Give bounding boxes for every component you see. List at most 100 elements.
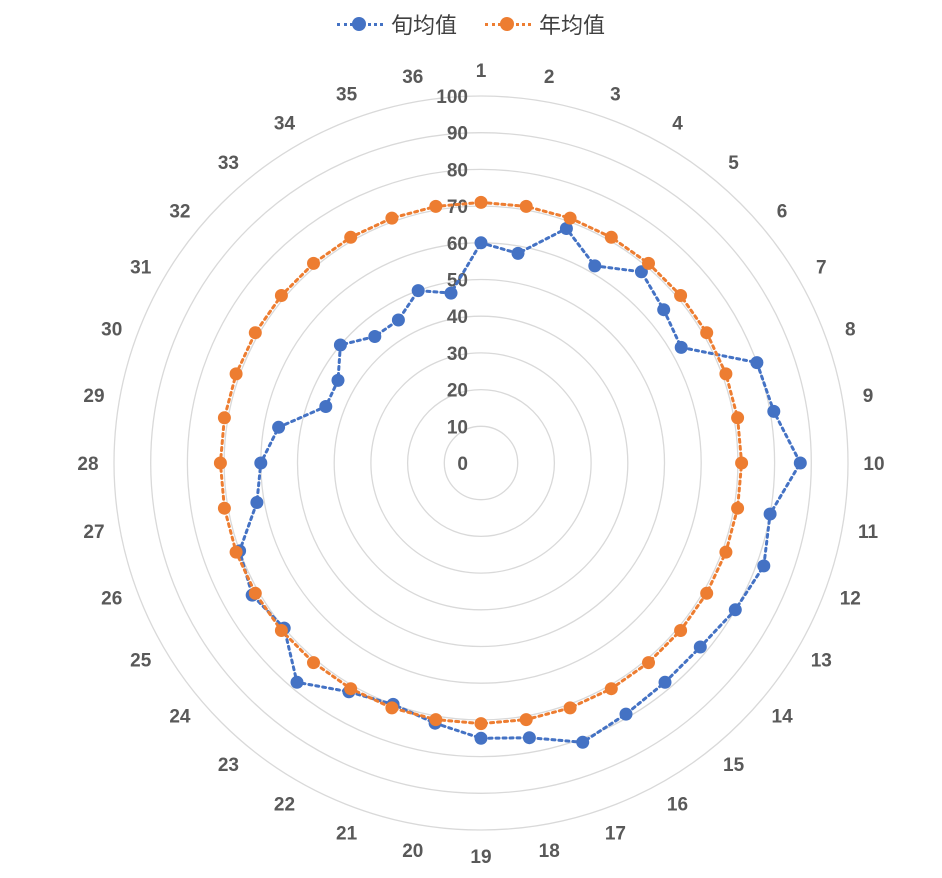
series-1-point-1 [474, 236, 488, 250]
series-line-1 [238, 226, 803, 744]
series-2-point-36 [429, 199, 443, 213]
radial-tick-label: 20 [447, 381, 468, 402]
radial-tick-label: 100 [436, 87, 468, 108]
category-label: 30 [101, 320, 122, 341]
series-2-point-27 [217, 501, 231, 515]
series-2-point-7 [700, 326, 714, 340]
category-label: 24 [169, 707, 191, 728]
series-1-point-7 [674, 340, 688, 354]
series-1-point-23 [290, 675, 304, 689]
series-line-2 [218, 200, 744, 726]
series-2-point-5 [642, 256, 655, 270]
series-1-point-29 [272, 420, 286, 434]
series-2-point-1 [474, 195, 488, 209]
series-1-point-16 [619, 707, 633, 721]
radial-tick-label: 70 [447, 197, 468, 218]
series-2-point-3 [563, 211, 577, 225]
series-1-point-34 [391, 313, 405, 327]
series-2-point-23 [307, 656, 320, 670]
category-label: 8 [845, 320, 856, 341]
category-label: 28 [77, 454, 98, 475]
series-1-point-2 [511, 246, 525, 260]
series-2-point-34 [344, 230, 358, 244]
series-1-point-19 [474, 731, 488, 745]
series-1-point-18 [522, 731, 536, 745]
legend-swatch-series-2 [485, 17, 531, 31]
category-label: 27 [83, 522, 104, 543]
series-2-point-6 [674, 289, 688, 302]
grid-ring-10 [113, 95, 849, 831]
series-1-point-3 [559, 222, 573, 235]
category-label: 5 [728, 153, 739, 174]
series-2-point-21 [385, 701, 399, 715]
category-label: 13 [811, 651, 832, 672]
series-2-point-18 [519, 713, 533, 727]
series-1-point-4 [588, 259, 602, 273]
grid-ring-9 [150, 132, 812, 794]
series-2-point-16 [604, 682, 618, 696]
grid-ring-8 [186, 168, 776, 758]
category-label: 19 [470, 847, 491, 868]
legend-dot-series-1 [351, 17, 366, 31]
series-1-point-10 [793, 456, 807, 470]
radial-tick-label: 10 [447, 417, 468, 438]
legend: 旬均值 年均值 [0, 8, 942, 40]
radial-tick-label: 80 [447, 160, 468, 181]
series-1-point-33 [368, 330, 382, 343]
category-label: 15 [723, 755, 745, 776]
category-label: 26 [101, 588, 122, 609]
series-2-point-24 [274, 624, 288, 637]
series-2-point-4 [604, 230, 618, 244]
category-label: 32 [169, 201, 190, 222]
radial-tick-label: 40 [447, 307, 468, 328]
series-2-point-13 [700, 586, 714, 600]
series-1-point-31 [331, 373, 345, 387]
grid-ring-4 [333, 315, 629, 611]
grid-ring-5 [296, 278, 666, 648]
series-1-point-27 [250, 496, 264, 509]
series-1-point-14 [693, 640, 707, 654]
category-label: 23 [218, 755, 239, 776]
grid-ring-3 [370, 352, 592, 574]
series-1-point-13 [728, 603, 742, 617]
category-label: 7 [816, 258, 827, 279]
category-label: 36 [402, 67, 423, 88]
series-1-point-28 [254, 456, 268, 470]
legend-swatch-series-1 [336, 17, 383, 31]
category-label: 35 [336, 85, 358, 106]
series-2-point-32 [274, 289, 288, 302]
series-2-point-26 [229, 545, 243, 559]
series-2-point-31 [248, 326, 262, 340]
radial-tick-label: 0 [457, 454, 468, 475]
category-label: 2 [544, 67, 555, 88]
series-2-point-20 [429, 713, 443, 727]
series-2-point-25 [248, 586, 262, 600]
category-label: 34 [274, 114, 296, 135]
series-2-point-2 [519, 199, 533, 213]
category-label: 6 [777, 201, 788, 222]
category-label: 4 [672, 114, 683, 135]
category-label: 1 [476, 61, 487, 82]
series-1-point-36 [444, 286, 458, 300]
category-label: 14 [772, 707, 794, 728]
category-label: 21 [336, 823, 358, 844]
series-2-point-35 [385, 211, 399, 225]
category-label: 9 [863, 386, 874, 407]
series-1-point-12 [757, 559, 771, 573]
series-2-point-28 [213, 456, 227, 470]
legend-label-series-2: 年均值 [539, 13, 606, 38]
radial-tick-label: 90 [447, 124, 468, 145]
grid-ring-1 [443, 425, 519, 501]
category-label: 22 [274, 794, 295, 815]
series-1-point-32 [333, 338, 347, 352]
legend-item-series-1[interactable]: 旬均值 [336, 8, 457, 40]
legend-item-series-2[interactable]: 年均值 [485, 8, 605, 40]
legend-dot-series-2 [500, 17, 514, 31]
category-label: 31 [130, 258, 152, 279]
category-label: 33 [218, 153, 239, 174]
radial-tick-label: 60 [447, 234, 468, 255]
series-1-point-9 [767, 404, 781, 418]
series-2-point-10 [735, 456, 749, 470]
legend-label-series-1: 旬均值 [390, 13, 457, 38]
